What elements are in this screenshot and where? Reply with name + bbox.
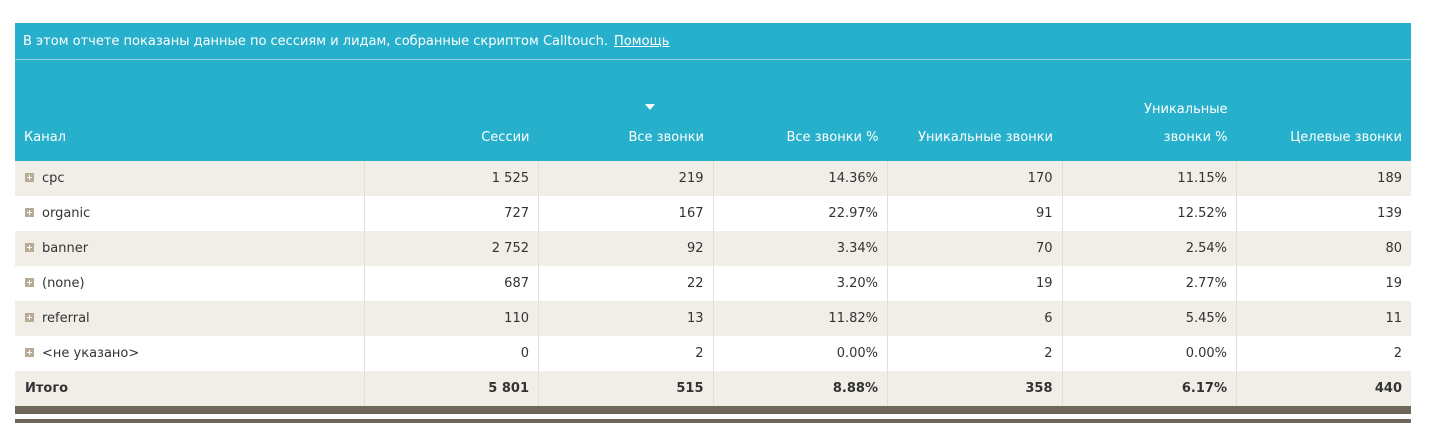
cell-calls-pct: 11.82% (712, 301, 888, 336)
plus-square-icon[interactable] (25, 172, 34, 182)
col-header-target-calls[interactable]: Целевые звонки (1236, 60, 1411, 161)
channel-label: banner (42, 241, 89, 256)
table-row: (none) 687 22 3.20% 19 2.77% 19 (15, 266, 1411, 301)
total-calls-pct: 8.88% (712, 371, 888, 406)
cell-unique: 70 (887, 231, 1062, 266)
cell-calls: 219 (538, 161, 713, 196)
col-header-all-calls-label: Все звонки (628, 130, 704, 145)
table-header-row: Канал Сессии Все звонки Все звонки % Уни… (15, 60, 1411, 161)
report-info-bar: В этом отчете показаны данные по сессиям… (15, 23, 1411, 60)
channel-label: organic (42, 206, 91, 221)
cell-unique: 170 (887, 161, 1062, 196)
help-link[interactable]: Помощь (614, 33, 670, 49)
cell-target: 11 (1236, 301, 1411, 336)
cell-target: 189 (1236, 161, 1411, 196)
col-header-unique-calls[interactable]: Уникальные звонки (887, 60, 1062, 161)
cell-sessions: 687 (363, 266, 539, 301)
cell-calls-pct: 0.00% (712, 336, 888, 371)
cell-unique-pct: 0.00% (1061, 336, 1237, 371)
cell-target: 80 (1236, 231, 1411, 266)
cell-calls: 2 (538, 336, 713, 371)
cell-sessions: 2 752 (363, 231, 539, 266)
cell-calls: 92 (538, 231, 713, 266)
col-header-channel: Канал (15, 60, 364, 161)
cell-channel: cpc (15, 161, 364, 196)
bottom-divider (15, 406, 1411, 414)
cell-target: 19 (1236, 266, 1411, 301)
cell-calls-pct: 3.20% (712, 266, 888, 301)
cell-channel: organic (15, 196, 364, 231)
cell-sessions: 110 (363, 301, 539, 336)
table-row: cpc 1 525 219 14.36% 170 11.15% 189 (15, 161, 1411, 196)
total-unique: 358 (887, 371, 1062, 406)
cell-calls: 13 (538, 301, 713, 336)
cell-unique-pct: 2.77% (1061, 266, 1237, 301)
cell-calls-pct: 22.97% (712, 196, 888, 231)
cell-sessions: 1 525 (363, 161, 539, 196)
cell-unique: 19 (887, 266, 1062, 301)
bottom-scrollbar-track[interactable] (15, 419, 1411, 423)
plus-square-icon[interactable] (25, 277, 34, 287)
cell-calls: 22 (538, 266, 713, 301)
total-calls: 515 (538, 371, 713, 406)
cell-unique-pct: 5.45% (1061, 301, 1237, 336)
channel-label: (none) (42, 276, 85, 291)
cell-unique: 91 (887, 196, 1062, 231)
cell-sessions: 0 (363, 336, 539, 371)
cell-calls: 167 (538, 196, 713, 231)
total-unique-pct: 6.17% (1061, 371, 1237, 406)
table-row: banner 2 752 92 3.34% 70 2.54% 80 (15, 231, 1411, 266)
cell-sessions: 727 (363, 196, 539, 231)
col-header-unique-calls-pct[interactable]: Уникальные звонки % (1062, 60, 1237, 161)
cell-unique-pct: 12.52% (1061, 196, 1237, 231)
table-row: organic 727 167 22.97% 91 12.52% 139 (15, 196, 1411, 231)
col-header-all-calls[interactable]: Все звонки (538, 60, 713, 161)
col-header-all-calls-pct[interactable]: Все звонки % (713, 60, 888, 161)
channel-label: referral (42, 311, 90, 326)
cell-unique-pct: 11.15% (1061, 161, 1237, 196)
plus-square-icon[interactable] (25, 242, 34, 252)
cell-channel: banner (15, 231, 364, 266)
report-info-text: В этом отчете показаны данные по сессиям… (23, 33, 609, 49)
table-row: <не указано> 0 2 0.00% 2 0.00% 2 (15, 336, 1411, 371)
col-header-sessions[interactable]: Сессии (364, 60, 539, 161)
report-table: Канал Сессии Все звонки Все звонки % Уни… (15, 60, 1411, 406)
plus-square-icon[interactable] (25, 347, 34, 357)
sort-desc-arrow-icon (644, 104, 655, 110)
cell-channel: (none) (15, 266, 364, 301)
plus-square-icon[interactable] (25, 207, 34, 217)
plus-square-icon[interactable] (25, 312, 34, 322)
cell-calls-pct: 3.34% (712, 231, 888, 266)
cell-channel: referral (15, 301, 364, 336)
total-sessions: 5 801 (363, 371, 539, 406)
col-header-unique-calls-pct-label: Уникальные звонки % (1144, 102, 1228, 145)
total-target: 440 (1236, 371, 1411, 406)
table-row: referral 110 13 11.82% 6 5.45% 11 (15, 301, 1411, 336)
channel-label: cpc (42, 171, 65, 186)
table-total-row: Итого 5 801 515 8.88% 358 6.17% 440 (15, 371, 1411, 406)
total-label: Итого (15, 371, 364, 406)
cell-unique-pct: 2.54% (1061, 231, 1237, 266)
cell-channel: <не указано> (15, 336, 364, 371)
cell-unique: 2 (887, 336, 1062, 371)
cell-target: 2 (1236, 336, 1411, 371)
cell-target: 139 (1236, 196, 1411, 231)
report-panel: В этом отчете показаны данные по сессиям… (15, 23, 1411, 406)
cell-calls-pct: 14.36% (712, 161, 888, 196)
cell-unique: 6 (887, 301, 1062, 336)
channel-label: <не указано> (42, 346, 140, 361)
